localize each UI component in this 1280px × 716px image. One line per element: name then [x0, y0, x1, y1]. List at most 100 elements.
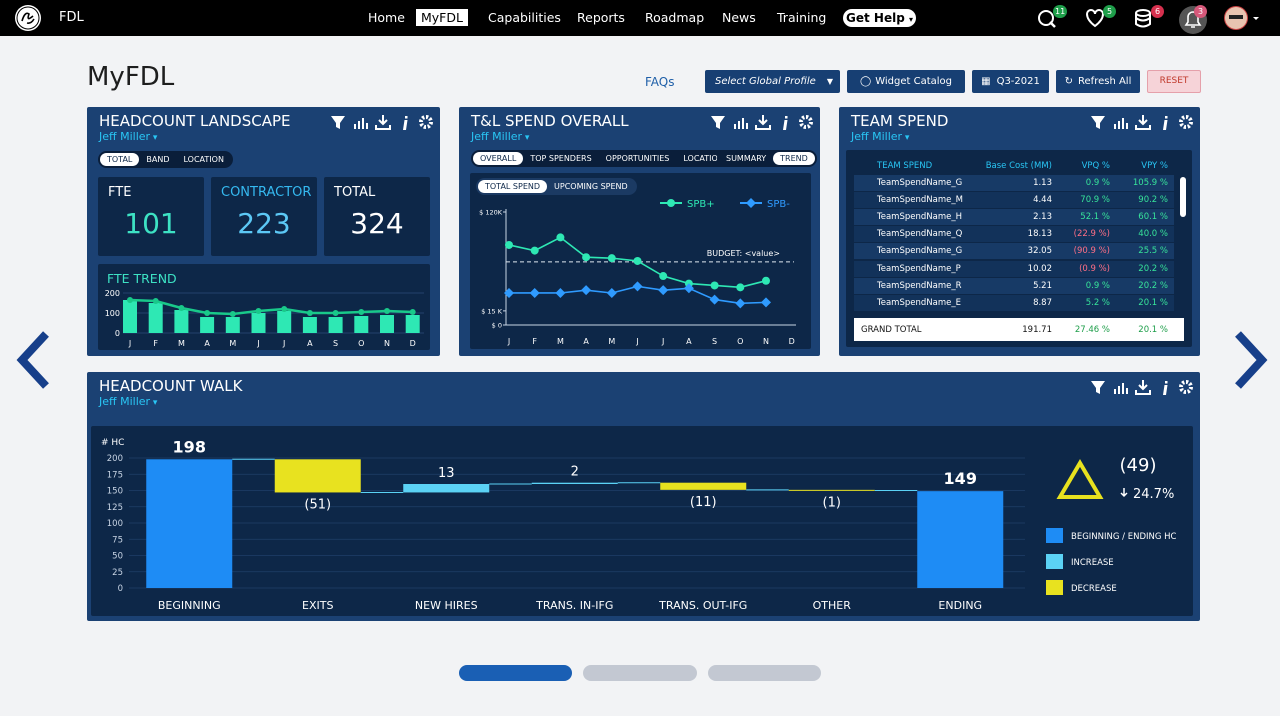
- icon-filter[interactable]: [1091, 116, 1105, 129]
- logo[interactable]: [13, 4, 43, 32]
- brand[interactable]: FDL: [59, 10, 84, 25]
- point: [683, 283, 694, 294]
- badge: 5: [1103, 5, 1116, 18]
- point: [659, 272, 668, 281]
- y-tick-label: 150: [107, 487, 123, 497]
- bar: [277, 311, 292, 333]
- icon-filter[interactable]: [331, 116, 345, 129]
- refresh-button[interactable]: ↻ Refresh All: [1056, 70, 1140, 93]
- table-cell: TeamSpendName_E: [877, 297, 961, 308]
- table-cell: TEAM SPEND: [877, 161, 933, 171]
- icon-gear[interactable]: [799, 115, 813, 129]
- bar: [123, 300, 137, 333]
- table-cell: VPQ %: [1081, 161, 1110, 171]
- icon-download[interactable]: [375, 115, 391, 130]
- icon-download[interactable]: [1135, 380, 1151, 395]
- tab[interactable]: TOTAL: [100, 153, 140, 166]
- point: [710, 281, 719, 290]
- catalog-button[interactable]: ◯ Widget Catalog: [847, 70, 965, 93]
- next-arrow[interactable]: [1230, 330, 1270, 390]
- icon-download[interactable]: [1135, 115, 1151, 130]
- bar: [274, 459, 361, 493]
- badge: 3: [1194, 5, 1207, 18]
- icon-chart[interactable]: [354, 118, 368, 129]
- panel-user[interactable]: Jeff Miller: [851, 130, 909, 143]
- point: [746, 198, 756, 208]
- tab[interactable]: LOCATION: [183, 155, 224, 164]
- help-button[interactable]: Get Help ▾: [843, 9, 916, 27]
- icon-chart[interactable]: [734, 118, 748, 129]
- point: [735, 298, 746, 309]
- table-row: [854, 243, 1174, 260]
- icon-info[interactable]: [783, 116, 788, 130]
- icon-chart[interactable]: [1114, 118, 1128, 129]
- x-tick-label: TRANS. IN-IFG: [535, 599, 613, 612]
- nav-link[interactable]: Home: [368, 10, 405, 25]
- nav-link[interactable]: Roadmap: [645, 10, 705, 25]
- kpi-value: 223: [237, 207, 291, 240]
- decoration: [16, 331, 49, 389]
- table-cell: VPY %: [1141, 161, 1168, 171]
- tab[interactable]: BAND: [146, 155, 170, 164]
- bar: [380, 315, 394, 333]
- profile-select[interactable]: Select Global Profile ▼: [705, 70, 840, 93]
- y-tick-label: 100: [107, 519, 123, 529]
- panel-user[interactable]: Jeff Miller: [99, 395, 157, 408]
- icon-info[interactable]: [403, 116, 408, 130]
- icon-info[interactable]: [1163, 116, 1168, 130]
- badge: 6: [1151, 5, 1164, 18]
- icon-gear[interactable]: [1179, 380, 1193, 394]
- y-tick-label: 100: [105, 309, 120, 318]
- tab[interactable]: OVERALL: [473, 152, 524, 165]
- panel-user[interactable]: Jeff Miller: [471, 130, 529, 143]
- icon-chart[interactable]: [1114, 383, 1128, 394]
- page-dot[interactable]: [708, 665, 821, 681]
- nav-link[interactable]: Reports: [577, 10, 625, 25]
- scrollbar[interactable]: [1180, 177, 1186, 217]
- panel-user[interactable]: Jeff Miller: [99, 130, 157, 143]
- tab[interactable]: OPPORTUNITIES: [605, 154, 670, 163]
- x-tick-label: M: [229, 339, 236, 348]
- budget-label: BUDGET: <value>: [707, 249, 780, 258]
- page-dot[interactable]: [583, 665, 697, 681]
- icon-info[interactable]: [1163, 381, 1168, 395]
- table-cell: Base Cost (MM): [985, 161, 1052, 171]
- nav-link[interactable]: News: [722, 10, 756, 25]
- tab[interactable]: UPCOMING SPEND: [554, 182, 628, 191]
- tab[interactable]: LOCATION: [683, 154, 724, 163]
- nav-link[interactable]: Training: [777, 10, 827, 25]
- page-dot[interactable]: [459, 665, 572, 681]
- decoration: [16, 6, 40, 30]
- tab[interactable]: SUMMARY: [726, 154, 767, 163]
- faqs-link[interactable]: FAQs: [645, 75, 675, 89]
- tab[interactable]: TOP SPENDERS: [530, 154, 592, 163]
- icon-filter[interactable]: [1091, 381, 1105, 394]
- value-label: (51): [304, 497, 331, 512]
- icon-filter[interactable]: [711, 116, 725, 129]
- prev-arrow[interactable]: [14, 330, 54, 390]
- nav-link[interactable]: MyFDL: [416, 9, 468, 26]
- trend-point: [409, 309, 416, 315]
- x-tick-label: A: [204, 339, 210, 348]
- y-tick-label: 25: [112, 568, 123, 578]
- nav-link[interactable]: Capabilities: [488, 10, 561, 25]
- kpi-label: FTE: [108, 185, 132, 200]
- tab[interactable]: TOTAL SPEND: [478, 180, 548, 193]
- icon-gear-core: [423, 119, 429, 125]
- point: [607, 254, 616, 263]
- icon-gear[interactable]: [1179, 115, 1193, 129]
- reset-button[interactable]: RESET: [1147, 70, 1201, 93]
- decoration: [1235, 331, 1268, 389]
- icon-download[interactable]: [755, 115, 771, 130]
- tab[interactable]: TREND: [773, 152, 815, 165]
- bar: [148, 303, 163, 333]
- trend-point: [229, 311, 236, 317]
- decoration: ▼: [826, 77, 833, 86]
- table-cell: 10.02: [1027, 263, 1052, 274]
- page-title: MyFDL: [87, 62, 175, 92]
- x-tick-label: M: [608, 337, 615, 346]
- quarter-button[interactable]: ▦ Q3-2021: [972, 70, 1049, 93]
- x-tick-label: A: [583, 337, 589, 346]
- icon-gear[interactable]: [419, 115, 433, 129]
